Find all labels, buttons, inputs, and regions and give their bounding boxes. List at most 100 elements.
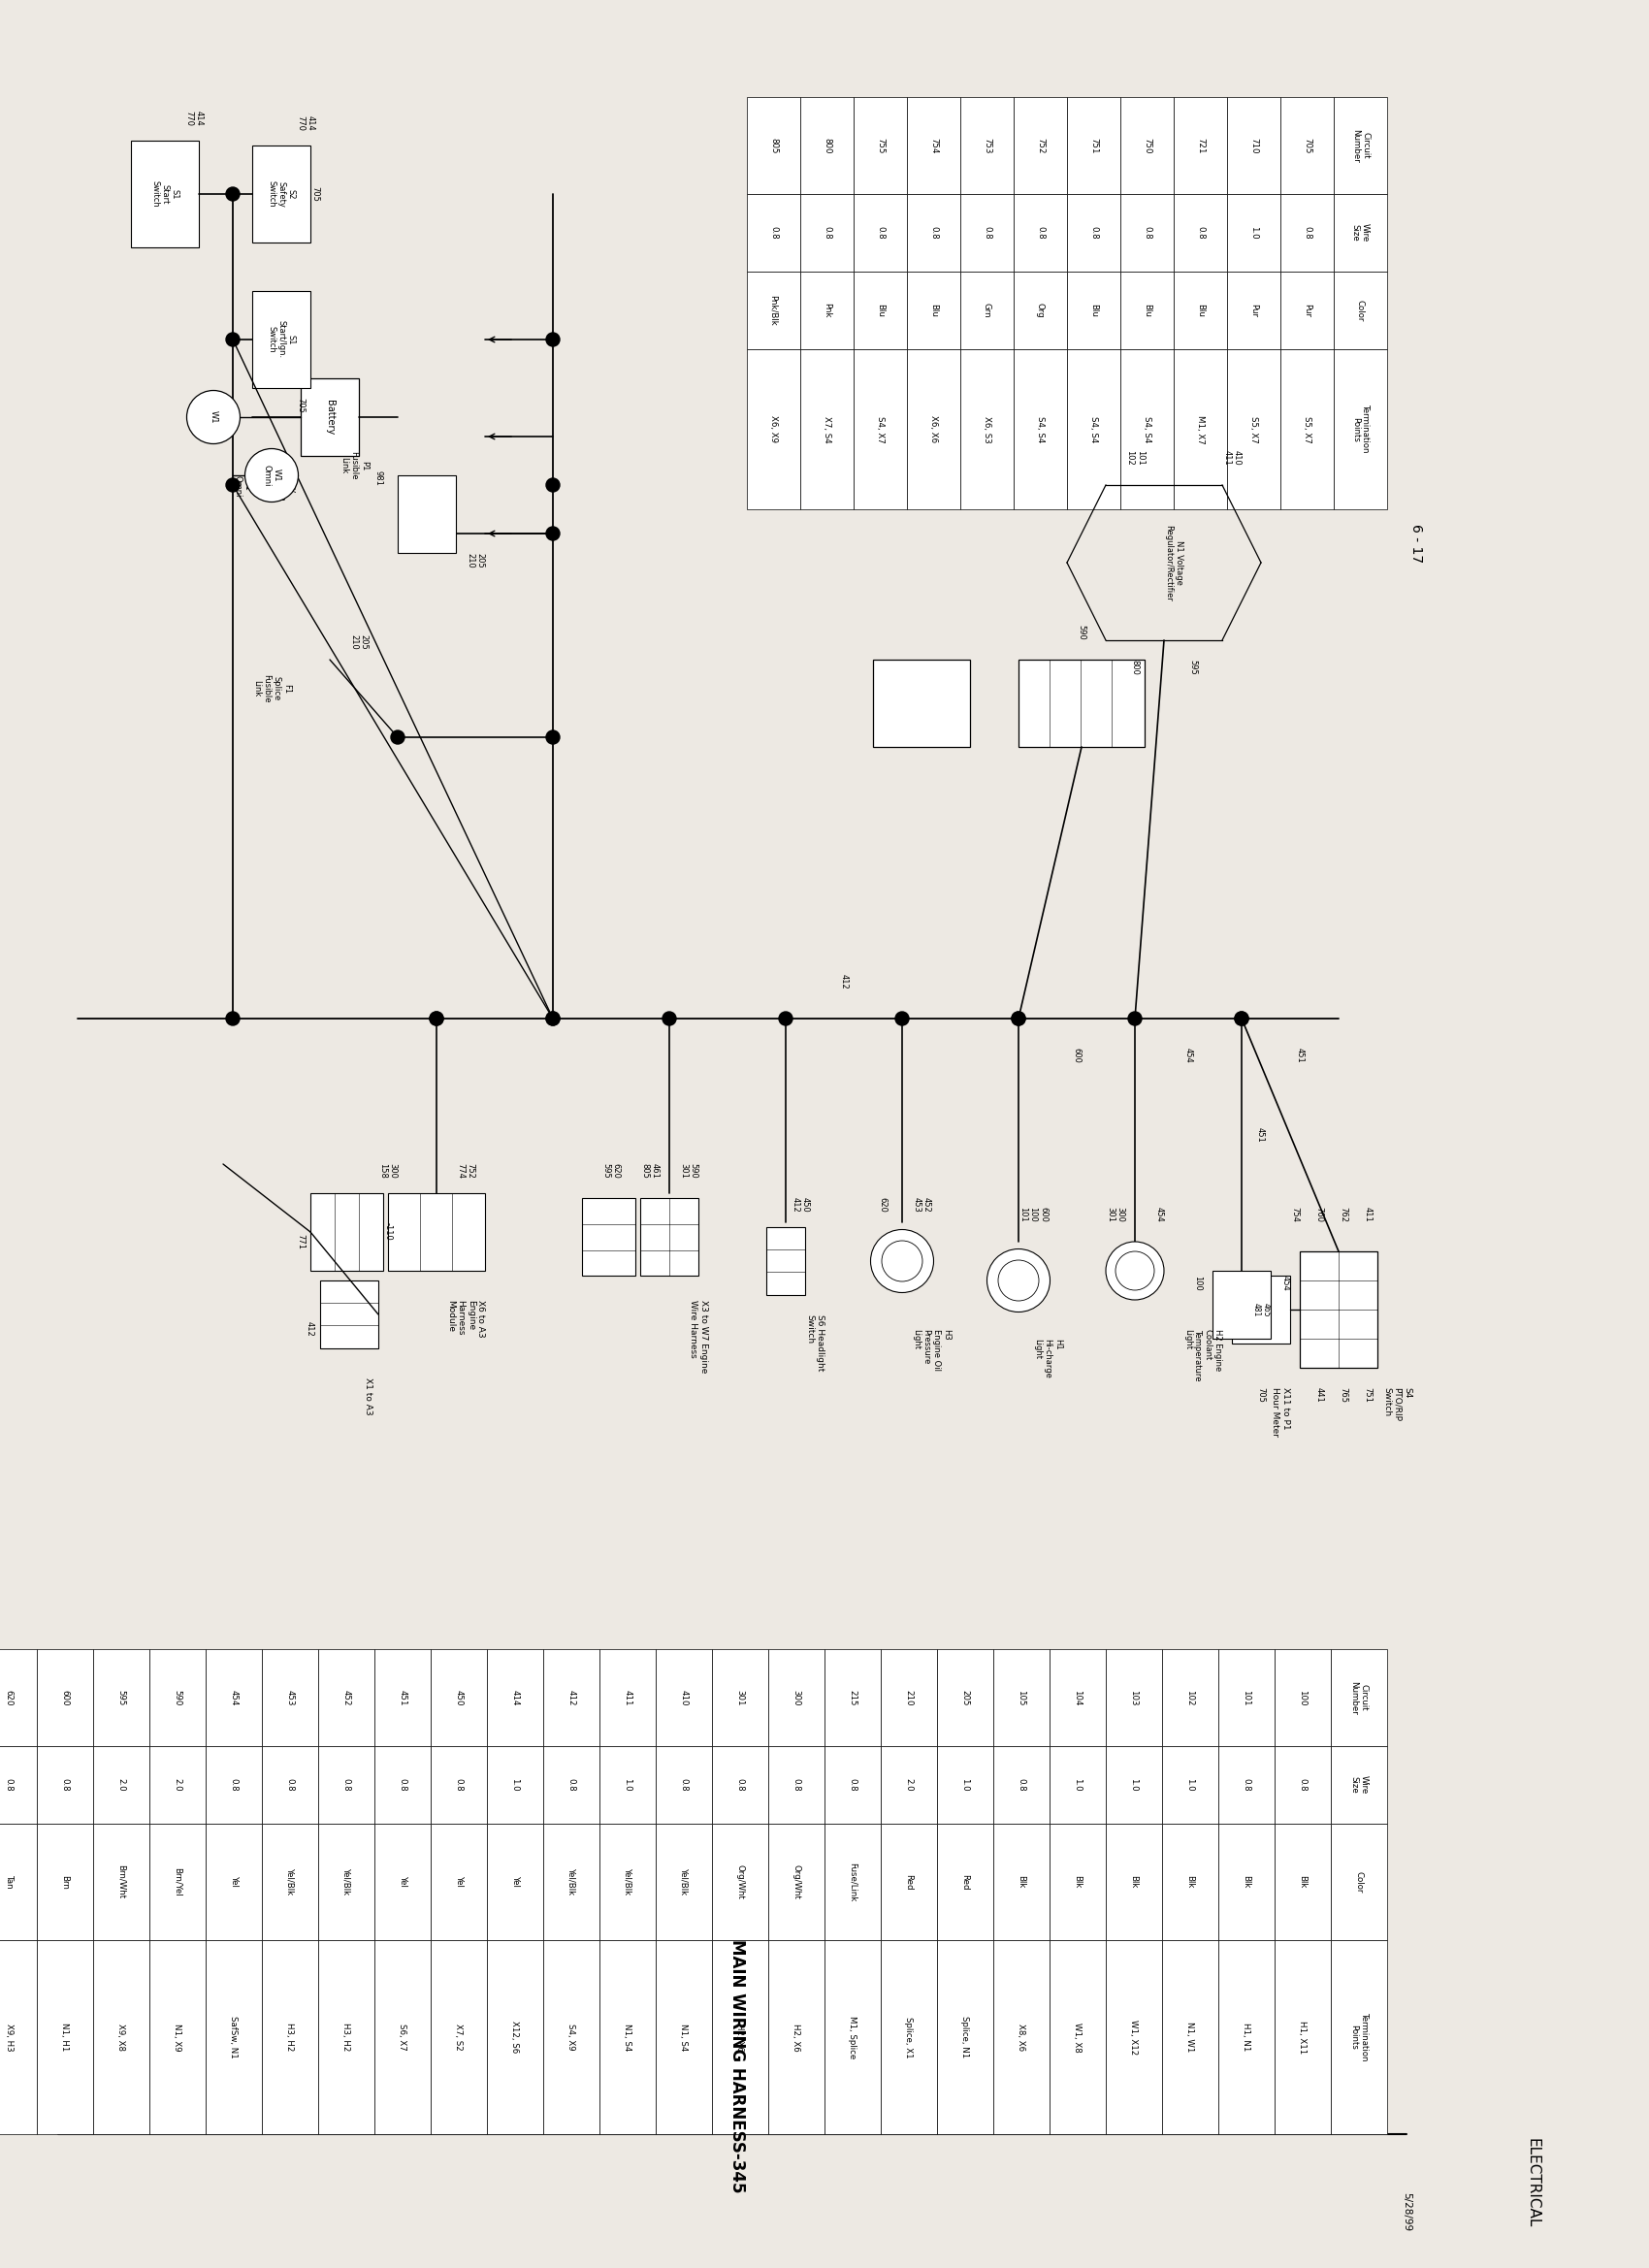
Polygon shape (1227, 349, 1280, 510)
Polygon shape (768, 1649, 824, 1746)
Text: Blu: Blu (930, 304, 938, 318)
Text: S4, S4: S4, S4 (1143, 415, 1151, 442)
Polygon shape (800, 349, 854, 510)
Text: 620: 620 (879, 1198, 887, 1213)
Polygon shape (397, 476, 455, 553)
Text: 751: 751 (1090, 138, 1098, 154)
Text: 753: 753 (983, 138, 991, 154)
Polygon shape (767, 1227, 805, 1295)
Polygon shape (600, 1823, 656, 1939)
Text: Battery: Battery (325, 399, 335, 435)
Text: 205: 205 (961, 1690, 970, 1706)
Polygon shape (1331, 1649, 1387, 1746)
Text: H1
Hi-charge
Light: H1 Hi-charge Light (1034, 1338, 1062, 1379)
Text: 451: 451 (397, 1690, 407, 1706)
Ellipse shape (1106, 1241, 1164, 1300)
Circle shape (546, 730, 559, 744)
Polygon shape (0, 1823, 36, 1939)
Polygon shape (907, 98, 960, 195)
Circle shape (226, 1012, 239, 1025)
Polygon shape (582, 1198, 635, 1275)
Polygon shape (1067, 195, 1120, 272)
Text: 0.8: 0.8 (1036, 227, 1045, 240)
Polygon shape (1174, 349, 1227, 510)
Text: 981: 981 (374, 469, 383, 485)
Polygon shape (768, 1746, 824, 1823)
Text: 414
770: 414 770 (297, 116, 315, 132)
Polygon shape (543, 1746, 600, 1823)
Polygon shape (36, 1649, 92, 1746)
Text: W1: W1 (209, 411, 218, 424)
Polygon shape (1280, 98, 1334, 195)
Polygon shape (1331, 1939, 1387, 2134)
Polygon shape (881, 1823, 937, 1939)
Text: 103: 103 (1130, 1690, 1138, 1706)
Text: Tan: Tan (5, 1876, 13, 1889)
Text: 0.8: 0.8 (455, 1778, 463, 1792)
Text: 721: 721 (1196, 138, 1205, 154)
Polygon shape (993, 1823, 1049, 1939)
Text: 454: 454 (1184, 1048, 1192, 1064)
Polygon shape (600, 1746, 656, 1823)
Text: 595: 595 (1189, 660, 1197, 676)
Polygon shape (430, 1649, 486, 1746)
Polygon shape (937, 1746, 993, 1823)
Circle shape (391, 730, 404, 744)
Text: 0.8: 0.8 (1303, 227, 1311, 240)
Circle shape (546, 1012, 559, 1025)
Text: 752: 752 (1036, 138, 1045, 154)
Text: 755: 755 (876, 138, 884, 154)
Text: 0.8: 0.8 (930, 227, 938, 240)
Polygon shape (1163, 1746, 1219, 1823)
Text: 805: 805 (768, 138, 778, 154)
Text: X9, H3: X9, H3 (5, 2023, 13, 2050)
Text: S4, X9: S4, X9 (567, 2023, 576, 2050)
Circle shape (1235, 1012, 1248, 1025)
Polygon shape (881, 1649, 937, 1746)
Text: Pnk: Pnk (823, 304, 831, 318)
Text: S1
Start
Switch: S1 Start Switch (150, 181, 180, 206)
Text: 412: 412 (305, 1322, 315, 1336)
Text: 2.0: 2.0 (905, 1778, 914, 1792)
Text: 0.8: 0.8 (735, 1778, 744, 1792)
Text: 104: 104 (1073, 1690, 1082, 1706)
Polygon shape (1163, 1823, 1219, 1939)
Text: Blk: Blk (1130, 1876, 1138, 1889)
Text: 454: 454 (229, 1690, 237, 1706)
Text: 0.8: 0.8 (1298, 1778, 1308, 1792)
Text: N1, S4: N1, S4 (679, 2023, 688, 2050)
Polygon shape (600, 1939, 656, 2134)
Circle shape (1012, 1012, 1026, 1025)
Text: Brn: Brn (61, 1876, 69, 1889)
Text: 0.8: 0.8 (397, 1778, 407, 1792)
Polygon shape (960, 98, 1014, 195)
Polygon shape (1120, 349, 1174, 510)
Polygon shape (854, 195, 907, 272)
Polygon shape (388, 1193, 485, 1270)
Circle shape (546, 479, 559, 492)
Polygon shape (150, 1649, 206, 1746)
Polygon shape (1299, 1252, 1377, 1368)
Text: S4, S4: S4, S4 (1090, 415, 1098, 442)
Text: SafSw, N1: SafSw, N1 (229, 2016, 237, 2059)
Text: Color: Color (1354, 1871, 1364, 1894)
Text: 300
158: 300 158 (379, 1163, 397, 1179)
Circle shape (895, 1012, 909, 1025)
Text: Circuit
Number: Circuit Number (1349, 1681, 1369, 1715)
Polygon shape (1049, 1649, 1106, 1746)
Polygon shape (800, 272, 854, 349)
Polygon shape (800, 98, 854, 195)
Polygon shape (92, 1649, 150, 1746)
Polygon shape (92, 1939, 150, 2134)
Text: 0.8: 0.8 (285, 1778, 295, 1792)
Polygon shape (656, 1823, 712, 1939)
Text: X12, S6: X12, S6 (511, 2021, 519, 2053)
Polygon shape (206, 1746, 262, 1823)
Circle shape (430, 1012, 444, 1025)
Polygon shape (824, 1823, 881, 1939)
Text: Blk: Blk (1242, 1876, 1252, 1889)
Text: 0.8: 0.8 (768, 227, 778, 240)
Polygon shape (768, 1939, 824, 2134)
Polygon shape (1219, 1823, 1275, 1939)
Polygon shape (640, 1198, 699, 1275)
